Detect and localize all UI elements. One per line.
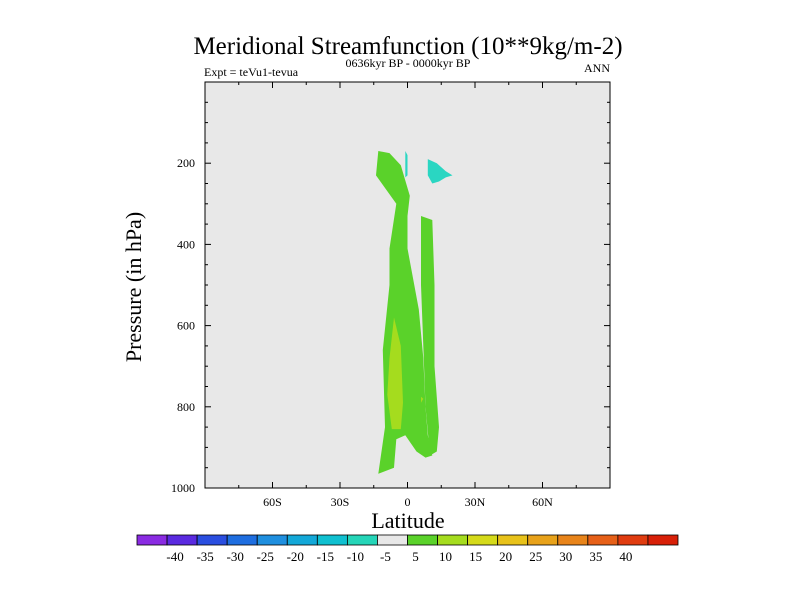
- colorbar-swatch: [256, 534, 288, 546]
- colorbar-label: 25: [529, 549, 542, 564]
- colorbar-label: 10: [439, 549, 452, 564]
- y-tick-label: 400: [177, 237, 195, 251]
- colorbar-label: -40: [166, 549, 183, 564]
- y-tick-label: 800: [177, 400, 195, 414]
- contour-region-level-neg5-5: [405, 151, 408, 178]
- colorbar-swatch: [377, 534, 408, 546]
- colorbar-label: -10: [347, 549, 364, 564]
- colorbar-swatch: [166, 534, 198, 546]
- contour-region-level-10-3: [421, 396, 424, 403]
- colorbar-swatch: [467, 534, 499, 546]
- colorbar-label: -5: [380, 549, 391, 564]
- x-tick-label: 30S: [331, 495, 350, 509]
- y-tick-label: 200: [177, 156, 195, 170]
- y-tick-label: 1000: [171, 481, 195, 495]
- x-tick-label: 60N: [532, 495, 553, 509]
- x-axis-label: Latitude: [371, 508, 444, 533]
- colorbar-swatch: [136, 534, 168, 546]
- colorbar: -40 -35 -30 -25 -20 -15 -10 -5 5 10 15 20 25 30 35 40: [136, 534, 679, 564]
- colorbar-label: -35: [196, 549, 213, 564]
- x-tick-label: 0: [405, 495, 411, 509]
- colorbar-label: -30: [226, 549, 243, 564]
- colorbar-swatch: [196, 534, 228, 546]
- colorbar-swatch: [286, 534, 318, 546]
- contour-region-level-neg5-4: [427, 159, 453, 184]
- colorbar-label: -20: [287, 549, 304, 564]
- colorbar-swatch: [346, 534, 378, 546]
- colorbar-label: 5: [412, 549, 419, 564]
- y-axis-label: Pressure (in hPa): [121, 212, 146, 362]
- axes: 60S 30S 0 30N 60N 200 400 600 800 1000: [171, 81, 611, 509]
- colorbar-swatch: [226, 534, 258, 546]
- colorbar-label: -15: [317, 549, 334, 564]
- colorbar-swatch: [617, 534, 649, 546]
- colorbar-label: -25: [257, 549, 274, 564]
- season-label: ANN: [584, 61, 610, 75]
- contour-region-level-5-1: [421, 216, 439, 456]
- x-tick-label: 30N: [465, 495, 486, 509]
- chart-title: Meridional Streamfunction (10**9kg/m-2): [193, 33, 622, 60]
- contour-region-level-10-2: [387, 317, 403, 430]
- colorbar-label: 40: [619, 549, 632, 564]
- colorbar-label: 15: [469, 549, 482, 564]
- experiment-label: Expt = teVu1-tevua: [204, 65, 299, 79]
- colorbar-label: 20: [499, 549, 512, 564]
- colorbar-swatch: [557, 534, 589, 546]
- colorbar-swatch: [647, 534, 679, 546]
- contour-regions: [376, 151, 453, 474]
- colorbar-label: 30: [559, 549, 572, 564]
- colorbar-swatch: [497, 534, 529, 546]
- colorbar-swatch: [407, 534, 438, 546]
- x-tick-label: 60S: [263, 495, 282, 509]
- colorbar-swatch: [316, 534, 348, 546]
- colorbar-label: 35: [589, 549, 602, 564]
- colorbar-swatch: [587, 534, 619, 546]
- period-label: 0636kyr BP - 0000kyr BP: [346, 56, 471, 70]
- colorbar-swatch: [437, 534, 469, 546]
- y-tick-label: 600: [177, 319, 195, 333]
- colorbar-swatch: [527, 534, 559, 546]
